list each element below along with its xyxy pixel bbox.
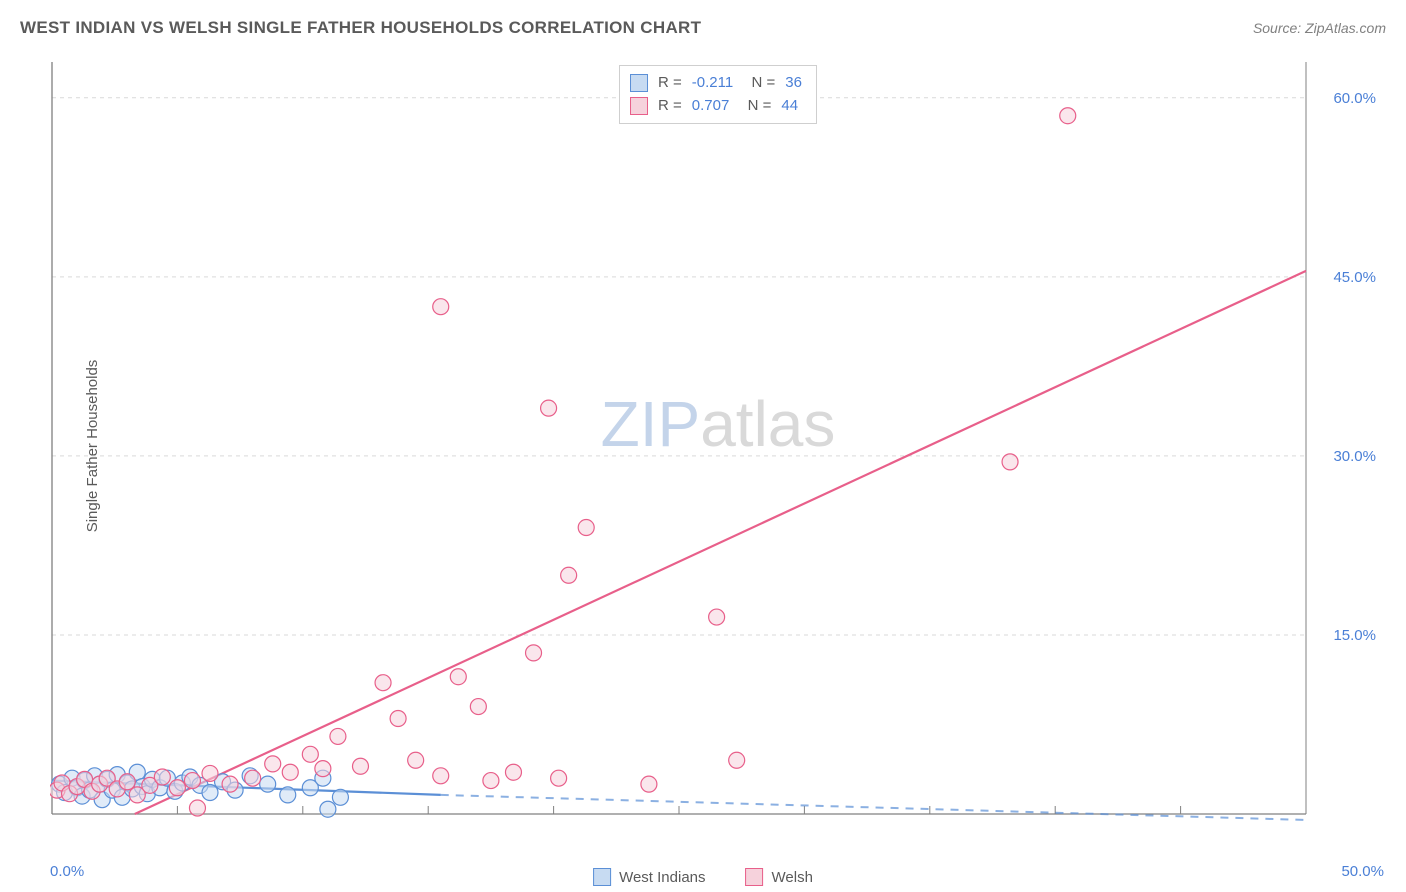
source-label: Source:: [1253, 20, 1301, 36]
source-attribution: Source: ZipAtlas.com: [1253, 20, 1386, 36]
svg-text:45.0%: 45.0%: [1333, 269, 1376, 286]
correlation-legend: R = -0.211 N = 36R = 0.707 N = 44: [619, 65, 817, 124]
x-axis-origin-label: 0.0%: [50, 863, 84, 880]
legend-n-label: N =: [743, 72, 775, 95]
series-legend-item: West Indians: [593, 868, 705, 886]
legend-r-value: -0.211: [692, 72, 733, 95]
legend-swatch: [593, 868, 611, 886]
legend-r-label: R =: [658, 95, 682, 118]
legend-swatch: [630, 74, 648, 92]
chart-title: WEST INDIAN VS WELSH SINGLE FATHER HOUSE…: [20, 18, 701, 38]
legend-row: R = -0.211 N = 36: [630, 72, 802, 95]
legend-n-value: 36: [785, 72, 802, 95]
legend-n-value: 44: [781, 95, 798, 118]
x-axis-max-label: 50.0%: [1341, 863, 1384, 880]
series-legend-label: Welsh: [772, 869, 813, 886]
scatter-plot: 15.0% 30.0% 45.0% 60.0%: [50, 60, 1386, 852]
svg-text:30.0%: 30.0%: [1333, 448, 1376, 465]
svg-text:15.0%: 15.0%: [1333, 627, 1376, 644]
series-legend: West Indians Welsh: [593, 868, 813, 886]
series-legend-label: West Indians: [619, 869, 705, 886]
legend-swatch: [746, 868, 764, 886]
source-name: ZipAtlas.com: [1305, 20, 1386, 36]
legend-row: R = 0.707 N = 44: [630, 95, 802, 118]
legend-r-label: R =: [658, 72, 682, 95]
legend-n-label: N =: [739, 95, 771, 118]
legend-r-value: 0.707: [692, 95, 730, 118]
legend-swatch: [630, 97, 648, 115]
chart-area: 15.0%30.0%45.0%60.0% R = -0.211 N = 36R …: [50, 60, 1386, 852]
series-legend-item: Welsh: [746, 868, 813, 886]
svg-text:60.0%: 60.0%: [1333, 90, 1376, 107]
